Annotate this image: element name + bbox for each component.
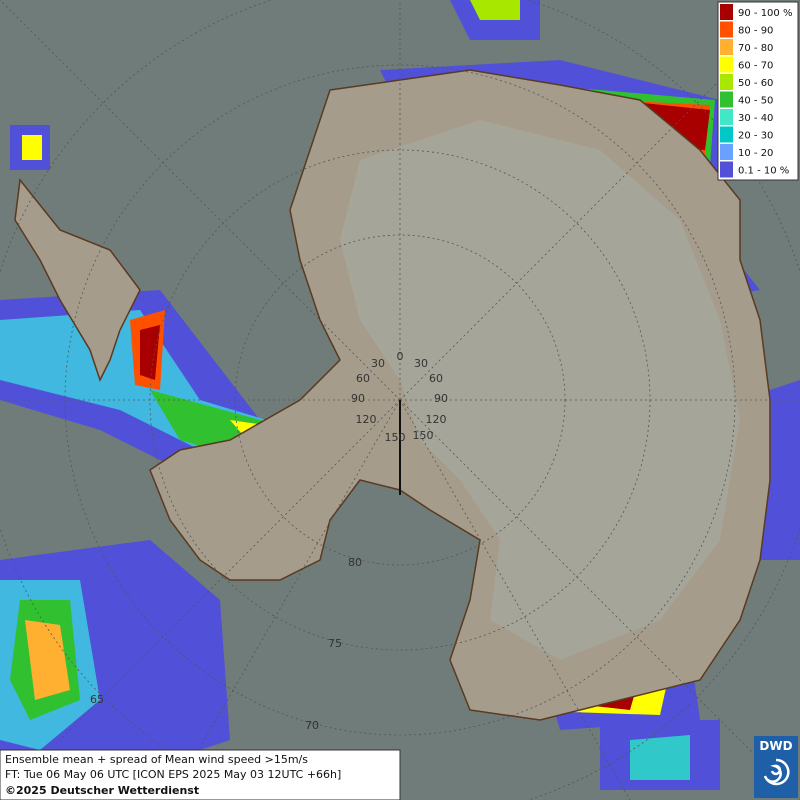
legend-swatch	[720, 91, 733, 108]
logo-text: DWD	[759, 739, 792, 753]
legend-label: 50 - 60	[738, 78, 773, 89]
grid-label: 90	[351, 392, 365, 405]
grid-label: 70	[305, 719, 319, 732]
logo-swirl	[763, 758, 790, 786]
grid-label: 60	[429, 372, 443, 385]
legend-label: 80 - 90	[738, 26, 773, 37]
legend-swatch	[720, 56, 733, 73]
legend-label: 10 - 20	[738, 148, 773, 159]
legend-label: 30 - 40	[738, 113, 773, 124]
legend-swatch	[720, 21, 733, 38]
grid-label: 60	[356, 372, 370, 385]
legend-swatch	[720, 161, 733, 178]
info-box: Ensemble mean + spread of Mean wind spee…	[0, 749, 401, 800]
legend-label: 70 - 80	[738, 43, 773, 54]
grid-label: 120	[426, 413, 447, 426]
legend-swatch	[720, 126, 733, 143]
ice-sheet	[340, 120, 740, 660]
grid-label: 0	[397, 350, 404, 363]
grid-label: 30	[414, 357, 428, 370]
legend-label: 20 - 30	[738, 131, 773, 142]
legend-label: 90 - 100 %	[738, 8, 792, 19]
info-line: Ensemble mean + spread of Mean wind spee…	[5, 753, 308, 766]
grid-label: 30	[371, 357, 385, 370]
legend: 90 - 100 % 80 - 90 70 - 80 60 - 70 50 - 60 40…	[717, 1, 799, 181]
legend-swatch	[720, 74, 733, 90]
info-line: FT: Tue 06 May 06 UTC [ICON EPS 2025 May…	[5, 768, 341, 781]
legend-label: 40 - 50	[738, 96, 773, 107]
legend-label: 60 - 70	[738, 61, 773, 72]
legend-swatch	[720, 39, 733, 55]
legend-swatch	[720, 109, 733, 125]
grid-label: 150	[385, 431, 406, 444]
grid-label: 65	[90, 693, 104, 706]
peninsula	[14, 178, 141, 382]
logo: DWD	[754, 736, 798, 798]
legend-label: 0.1 - 10 %	[738, 166, 789, 177]
info-background	[0, 749, 401, 800]
grid-label: 90	[434, 392, 448, 405]
grid-label: 120	[356, 413, 377, 426]
grid-label: 150	[413, 429, 434, 442]
legend-swatch	[720, 144, 733, 160]
grid-label: 75	[328, 637, 342, 650]
copyright: ©2025 Deutscher Wetterdienst	[5, 784, 199, 797]
grid-label: 80	[348, 556, 362, 569]
legend-swatch	[720, 4, 733, 20]
